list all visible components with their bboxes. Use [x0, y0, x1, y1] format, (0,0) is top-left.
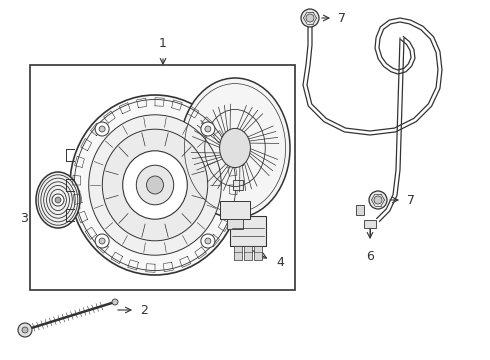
- Bar: [244, 246, 252, 260]
- Circle shape: [55, 197, 61, 203]
- Circle shape: [95, 122, 109, 136]
- Bar: [227, 219, 243, 229]
- Circle shape: [201, 234, 215, 248]
- Bar: [220, 201, 250, 219]
- Circle shape: [18, 323, 32, 337]
- Ellipse shape: [220, 129, 250, 168]
- Circle shape: [99, 126, 105, 132]
- Ellipse shape: [122, 151, 187, 219]
- Bar: [254, 246, 262, 260]
- Ellipse shape: [102, 129, 208, 241]
- Bar: [364, 220, 376, 228]
- Bar: [356, 205, 364, 215]
- Text: 5: 5: [180, 149, 188, 162]
- Circle shape: [374, 196, 382, 204]
- Text: 7: 7: [407, 194, 415, 207]
- Text: 2: 2: [140, 303, 148, 316]
- Circle shape: [95, 234, 109, 248]
- Circle shape: [99, 238, 105, 244]
- Bar: [234, 246, 242, 260]
- Circle shape: [205, 126, 211, 132]
- Circle shape: [301, 9, 319, 27]
- Ellipse shape: [136, 165, 173, 205]
- Bar: [233, 180, 243, 190]
- Text: 6: 6: [366, 250, 374, 263]
- Text: 4: 4: [276, 256, 284, 270]
- Ellipse shape: [180, 78, 290, 218]
- Circle shape: [369, 191, 387, 209]
- Circle shape: [205, 238, 211, 244]
- Ellipse shape: [89, 115, 221, 255]
- Circle shape: [52, 194, 64, 206]
- Bar: [233, 205, 243, 215]
- Circle shape: [201, 122, 215, 136]
- Text: 7: 7: [338, 12, 346, 24]
- Circle shape: [22, 327, 28, 333]
- Text: 3: 3: [20, 212, 28, 225]
- Ellipse shape: [70, 95, 240, 275]
- Ellipse shape: [36, 172, 80, 228]
- Bar: [230, 216, 266, 246]
- Circle shape: [306, 14, 314, 22]
- Bar: [30, 65, 295, 290]
- Circle shape: [112, 299, 118, 305]
- Bar: [233, 155, 243, 165]
- Text: 1: 1: [159, 37, 167, 50]
- Ellipse shape: [147, 176, 164, 194]
